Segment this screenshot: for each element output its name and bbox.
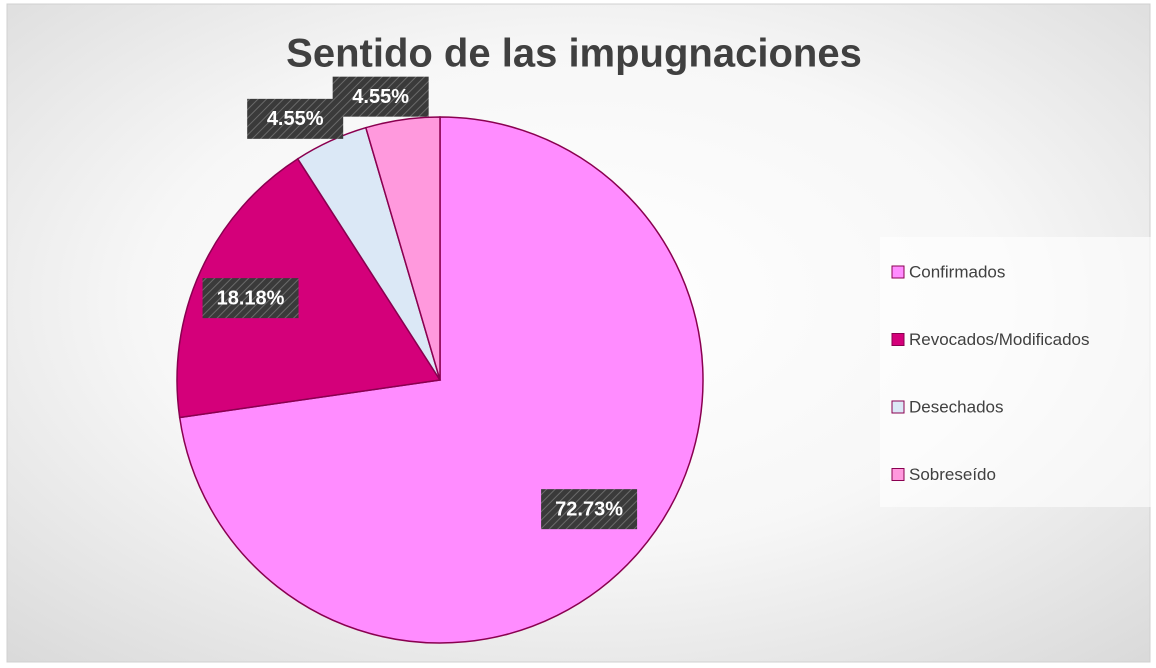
legend-label: Sobreseído <box>909 465 996 484</box>
legend-swatch <box>891 468 905 481</box>
data-label: 72.73% <box>555 498 623 520</box>
data-label: 4.55% <box>352 86 409 108</box>
data-label-box <box>541 489 638 530</box>
chart-title: Sentido de las impugnaciones <box>286 32 862 76</box>
pie-slice <box>364 116 441 381</box>
legend-box <box>880 237 1152 507</box>
pie-slice <box>176 157 442 419</box>
legend-label: Confirmados <box>909 262 1005 281</box>
legend-swatch <box>891 333 905 346</box>
legend-swatch <box>891 400 905 414</box>
legend-label: Revocados/Modificados <box>909 330 1089 349</box>
data-label-box <box>247 98 344 139</box>
data-label: 18.18% <box>217 287 285 309</box>
data-label: 4.55% <box>267 108 324 130</box>
data-label-box <box>332 76 429 117</box>
legend-label: Desechados <box>909 397 1004 416</box>
legend-swatch <box>891 265 905 279</box>
data-label-box <box>202 278 299 319</box>
